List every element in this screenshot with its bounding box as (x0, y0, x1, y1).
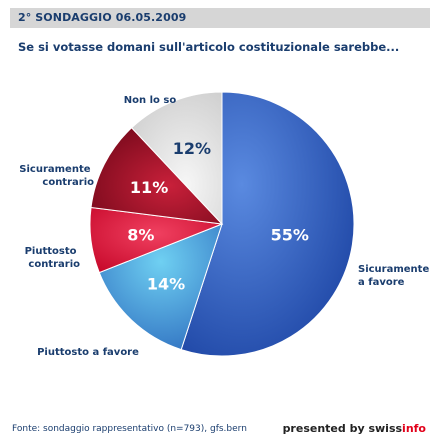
pie-category-labels: Non lo so Sicuramente contrario Piuttost… (19, 95, 433, 358)
pie-slice-sicuramente-contrario (90, 127, 224, 225)
survey-title: 2° SONDAGGIO 06.05.2009 (18, 11, 187, 24)
pie-slice-non-lo-so (130, 91, 223, 226)
label-piuttosto-contrario-line1: Piuttosto (25, 246, 77, 257)
pie-slices (89, 91, 355, 357)
label-sicuramente-contrario-line2: contrario (42, 177, 94, 188)
pie-percent-labels: 55% 14% 8% 11% 12% (127, 139, 309, 294)
label-non-lo-so: Non lo so (124, 95, 177, 106)
label-piuttosto-a-favore: Piuttosto a favore (37, 347, 139, 358)
label-sicuramente-contrario: Sicuramente contrario (19, 164, 94, 188)
label-piuttosto-contrario-line2: contrario (28, 259, 80, 270)
pie-slice-piuttosto-a-favore (98, 223, 223, 351)
brand-info: info (402, 422, 426, 435)
presented-by-prefix: presented by (282, 422, 369, 435)
pie-percent-sicuramente-contrario: 11% (130, 178, 168, 197)
header-bar: 2° SONDAGGIO 06.05.2009 (10, 8, 430, 28)
pie-percent-non-lo-so: 12% (173, 139, 211, 158)
label-piuttosto-contrario: Piuttosto contrario (25, 246, 81, 270)
pie-percent-sicuramente-a-favore: 55% (271, 226, 309, 245)
label-sicuramente-a-favore-line1: Sicuramente (358, 264, 429, 275)
pie-percent-piuttosto-a-favore: 14% (147, 275, 185, 294)
pie-percent-piuttosto-contrario: 8% (127, 225, 154, 244)
pie-chart: 55% 14% 8% 11% 12% Non lo so Sicuramente con… (19, 91, 433, 358)
label-sicuramente-a-favore-line2: a favore (358, 277, 405, 288)
presented-by: presented by swissinfo (283, 422, 426, 435)
source-note: Fonte: sondaggio rappresentativo (n=793)… (12, 424, 247, 434)
question-text: Se si votasse domani sull'articolo costi… (18, 40, 400, 54)
label-sicuramente-a-favore: Sicuramente a favore (358, 264, 433, 288)
pie-slice-sicuramente-a-favore (180, 91, 355, 357)
label-sicuramente-contrario-line1: Sicuramente (19, 164, 90, 175)
brand-swiss: swiss (368, 422, 403, 435)
